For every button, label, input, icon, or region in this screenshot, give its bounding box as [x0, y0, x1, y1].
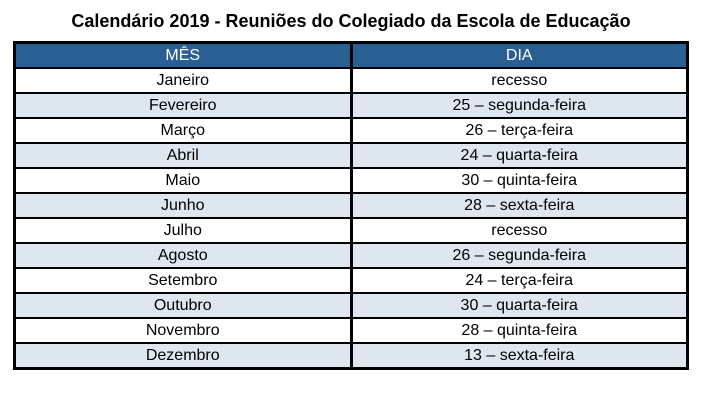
month-cell: Janeiro [13, 67, 353, 94]
month-cell: Maio [13, 167, 353, 194]
calendar-table: MÊS DIA Janeiro recesso Fevereiro 25 – segu… [13, 41, 689, 370]
table-row: Outubro 30 – quarta-feira [13, 292, 689, 319]
table-row: Agosto 26 – segunda-feira [13, 242, 689, 269]
header-cell-mes: MÊS [13, 41, 353, 69]
page-title: Calendário 2019 - Reuniões do Colegiado … [71, 11, 631, 31]
table-header: MÊS DIA [13, 41, 689, 69]
month-cell: Março [13, 117, 353, 144]
day-cell: 26 – terça-feira [349, 117, 689, 144]
table-row: Março 26 – terça-feira [13, 117, 689, 144]
month-cell: Agosto [13, 242, 353, 269]
day-cell: 28 – sexta-feira [349, 192, 689, 219]
table-row: Julho recesso [13, 217, 689, 244]
table-row: Fevereiro 25 – segunda-feira [13, 92, 689, 119]
month-cell: Setembro [13, 267, 353, 294]
day-cell: 28 – quinta-feira [349, 317, 689, 344]
month-cell: Dezembro [13, 342, 353, 370]
day-cell: 26 – segunda-feira [349, 242, 689, 269]
table-row: Junho 28 – sexta-feira [13, 192, 689, 219]
table-row: Abril 24 – quarta-feira [13, 142, 689, 169]
day-cell: 13 – sexta-feira [349, 342, 689, 370]
table-row: Dezembro 13 – sexta-feira [13, 342, 689, 370]
table-row: Maio 30 – quinta-feira [13, 167, 689, 194]
month-cell: Julho [13, 217, 353, 244]
table-body: Janeiro recesso Fevereiro 25 – segunda-feir… [13, 67, 689, 370]
month-cell: Fevereiro [13, 92, 353, 119]
table-row: Setembro 24 – terça-feira [13, 267, 689, 294]
day-cell: recesso [349, 67, 689, 94]
month-cell: Outubro [13, 292, 353, 319]
header-cell-dia: DIA [349, 41, 689, 69]
day-cell: recesso [349, 217, 689, 244]
month-cell: Abril [13, 142, 353, 169]
header-row: MÊS DIA [13, 41, 689, 69]
month-cell: Novembro [13, 317, 353, 344]
day-cell: 24 – quarta-feira [349, 142, 689, 169]
month-cell: Junho [13, 192, 353, 219]
table-row: Novembro 28 – quinta-feira [13, 317, 689, 344]
day-cell: 30 – quinta-feira [349, 167, 689, 194]
day-cell: 30 – quarta-feira [349, 292, 689, 319]
table-row: Janeiro recesso [13, 67, 689, 94]
day-cell: 25 – segunda-feira [349, 92, 689, 119]
day-cell: 24 – terça-feira [349, 267, 689, 294]
